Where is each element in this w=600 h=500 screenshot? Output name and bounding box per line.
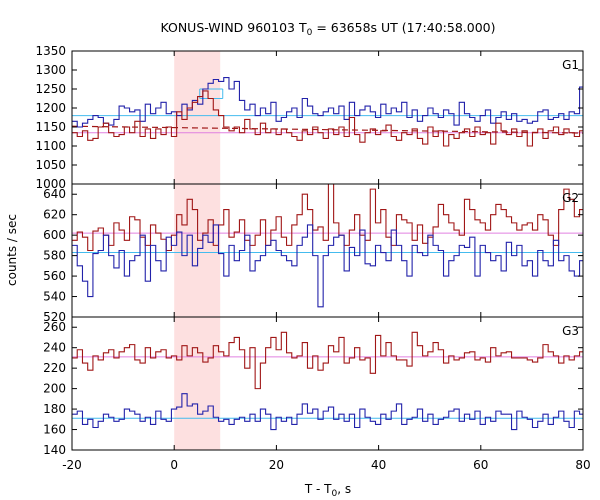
text-layer: KONUS-WIND 960103 T0 = 63658s UT (17:40:… [5, 20, 591, 499]
y-tick-label-g1: 1050 [35, 158, 66, 172]
x-axis-label: T - T0, s [304, 482, 351, 499]
y-tick-label-g3: 200 [43, 382, 66, 396]
panel-label-g3: G3 [562, 324, 579, 338]
data-layer [72, 77, 583, 431]
y-tick-label-g3: 180 [43, 402, 66, 416]
panel-label-g1: G1 [562, 58, 579, 72]
panel-frame-g3 [71, 316, 584, 451]
panel-label-g2: G2 [562, 191, 579, 205]
y-tick-label-g1: 1000 [35, 177, 66, 191]
y-tick-label-g2: 600 [43, 228, 66, 242]
y-tick-label-g1: 1250 [35, 82, 66, 96]
y-axis-label: counts / sec [5, 214, 19, 286]
y-tick-label-g3: 260 [43, 320, 66, 334]
y-tick-label-g3: 220 [43, 361, 66, 375]
chart-title: KONUS-WIND 960103 T0 = 63658s UT (17:40:… [160, 20, 495, 38]
y-tick-label-g1: 1300 [35, 63, 66, 77]
panel-g1-data [72, 77, 583, 147]
series-g2-red [72, 184, 583, 252]
y-tick-label-g1: 1350 [35, 44, 66, 58]
y-tick-label-g3: 160 [43, 423, 66, 437]
x-tick-label: 0 [170, 458, 178, 472]
y-tick-label-g2: 580 [43, 249, 66, 263]
series-g3-blue [72, 393, 583, 431]
panel-g3-data [72, 331, 583, 431]
y-tick-label-g1: 1150 [35, 120, 66, 134]
y-tick-label-g2: 540 [43, 290, 66, 304]
y-tick-label-g2: 640 [43, 187, 66, 201]
series-g2-blue [72, 224, 583, 308]
fit-line-g1 [72, 125, 583, 134]
y-tick-label-g2: 520 [43, 310, 66, 324]
series-g1-blue [72, 77, 583, 128]
y-tick-label-g2: 620 [43, 208, 66, 222]
x-tick-label: 80 [575, 458, 590, 472]
series-g1-red [72, 90, 583, 147]
frame-layer [71, 50, 584, 451]
series-g3-red [72, 331, 583, 390]
x-tick-label: 40 [371, 458, 386, 472]
y-tick-label-g1: 1100 [35, 139, 66, 153]
x-tick-label: -20 [62, 458, 82, 472]
y-tick-label-g3: 140 [43, 443, 66, 457]
y-tick-label-g3: 240 [43, 341, 66, 355]
y-tick-label-g1: 1200 [35, 101, 66, 115]
x-tick-label: 60 [473, 458, 488, 472]
y-tick-label-g2: 560 [43, 269, 66, 283]
panel-g2-data [72, 184, 583, 308]
x-tick-label: 20 [269, 458, 284, 472]
